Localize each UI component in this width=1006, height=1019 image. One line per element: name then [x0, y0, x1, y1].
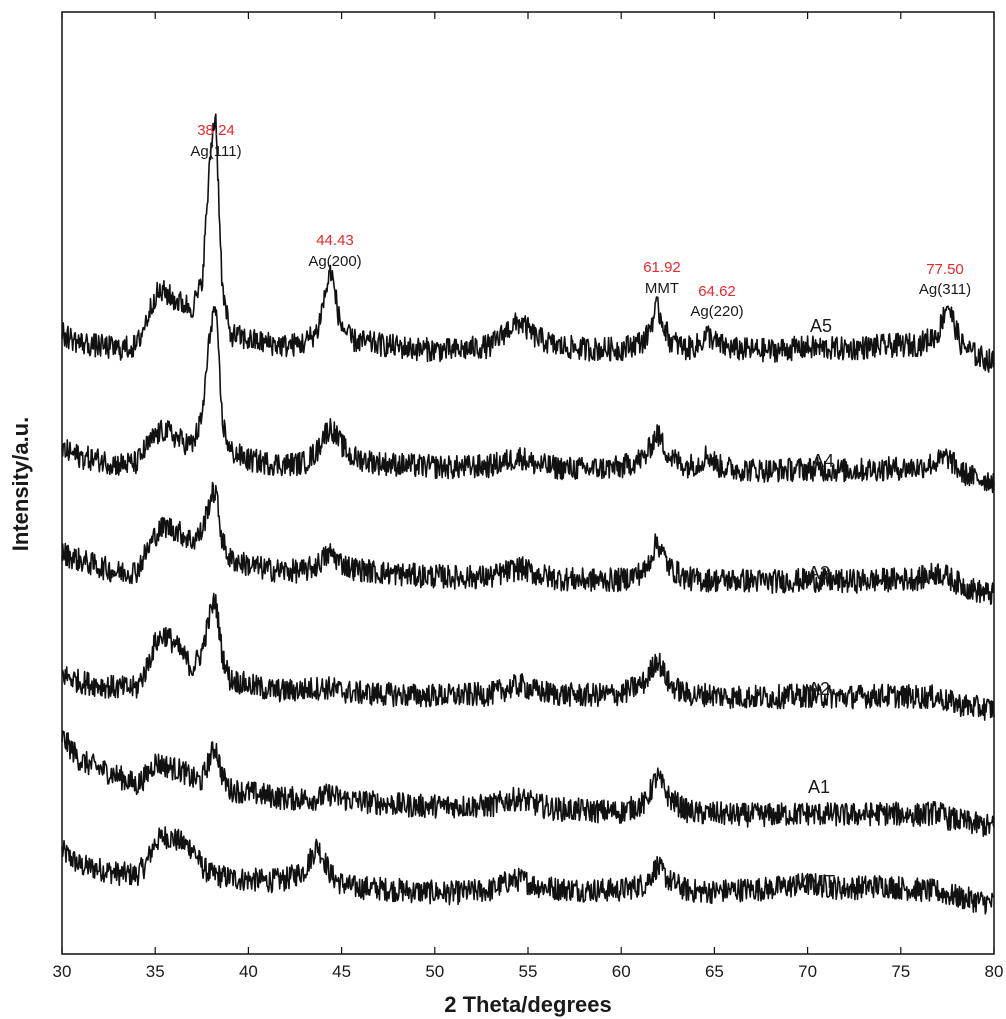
x-tick-label: 75	[891, 962, 910, 981]
series-labels: MMT A1 A2 A3 A4 A5	[794, 316, 835, 892]
series-label-a4: A4	[812, 451, 834, 471]
peak-phase-label: Ag(220)	[690, 303, 743, 320]
x-axis-title: 2 Theta/degrees	[444, 992, 612, 1017]
peak-phase-label: Ag(200)	[308, 253, 361, 270]
series-trace-a5	[61, 113, 995, 373]
series-trace-a1	[61, 730, 995, 837]
peak-annotations: 38.24 Ag(111) 44.43 Ag(200) 61.92 MMT 64.62 Ag(…	[190, 122, 971, 320]
x-tick-label: 80	[985, 962, 1004, 981]
y-axis-title: Intensity/a.u.	[8, 417, 33, 551]
x-tick-label: 60	[612, 962, 631, 981]
series-label-a5: A5	[810, 316, 832, 336]
x-tick-label: 65	[705, 962, 724, 981]
peak-phase-label: MMT	[645, 280, 679, 297]
x-tick-label: 35	[146, 962, 165, 981]
x-tick-label: 45	[332, 962, 351, 981]
x-tick-label: 50	[425, 962, 444, 981]
series-trace-a2	[61, 592, 995, 721]
traces	[61, 113, 995, 915]
series-trace-a4	[61, 306, 995, 494]
peak-position-label: 38.24	[197, 122, 235, 139]
series-trace-mmt	[61, 826, 995, 915]
series-label-mmt: MMT	[794, 872, 835, 892]
peak-phase-label: Ag(311)	[919, 281, 971, 298]
peak-position-label: 44.43	[316, 232, 354, 249]
peak-position-label: 61.92	[643, 259, 681, 276]
x-tick-label: 30	[53, 962, 72, 981]
series-trace-a3	[61, 481, 995, 605]
peak-phase-label: Ag(111)	[190, 143, 241, 160]
x-tick-label: 40	[239, 962, 258, 981]
series-label-a3: A3	[808, 563, 830, 583]
x-tick-label: 55	[519, 962, 538, 981]
peak-position-label: 77.50	[926, 261, 964, 278]
series-label-a1: A1	[808, 777, 830, 797]
x-tick-label: 70	[798, 962, 817, 981]
x-axis: 30 35 40 45 50 55 60 65 70 75 80	[53, 12, 1004, 981]
peak-position-label: 64.62	[698, 283, 736, 300]
series-label-a2: A2	[808, 679, 830, 699]
